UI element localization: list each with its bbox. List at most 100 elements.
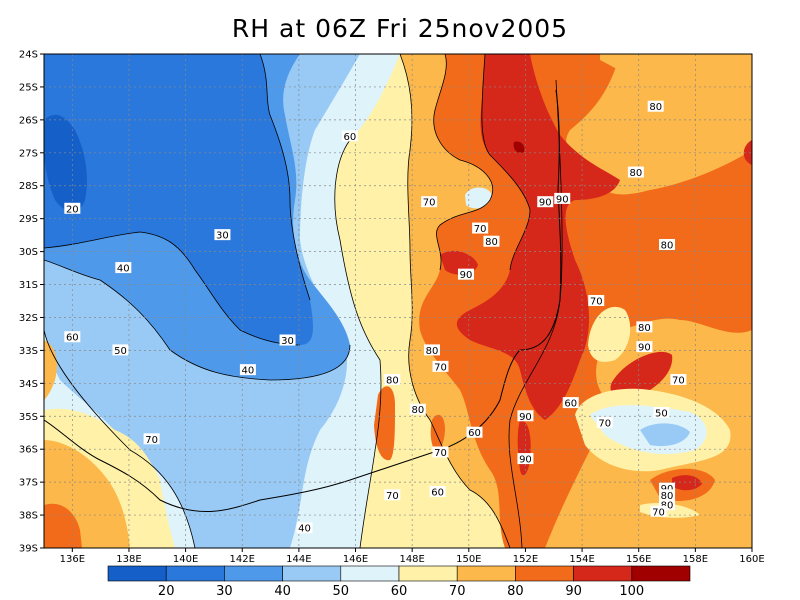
- colorbar-label: 70: [449, 584, 466, 599]
- contour-label-bg: [537, 196, 554, 208]
- contour-label-bg: [647, 100, 664, 112]
- rh-se-90: [610, 351, 673, 400]
- lon-label: 160E: [739, 554, 764, 565]
- grid: [44, 54, 752, 548]
- contour-label: 60: [468, 428, 481, 439]
- contour-label-bg: [659, 499, 676, 511]
- rh-ne-light: [600, 54, 752, 81]
- contour-label-bg: [659, 239, 676, 251]
- contour-label-bg: [457, 268, 474, 280]
- lon-label: 154E: [569, 554, 594, 565]
- lat-label: 25S: [19, 82, 38, 93]
- contour-label-bg: [562, 397, 579, 409]
- contour-label: 80: [386, 376, 399, 387]
- colorbar-label: 100: [619, 584, 644, 599]
- contour-label: 70: [386, 491, 399, 502]
- colorbar-swatch: [282, 565, 342, 582]
- contour-label: 80: [411, 405, 424, 416]
- contour-label-bg: [636, 341, 653, 353]
- contour-label-bg: [653, 406, 670, 418]
- colorbar-label: 60: [391, 584, 408, 599]
- colorbar-swatch: [456, 565, 516, 582]
- map-title: RH at 06Z Fri 25nov2005: [231, 14, 569, 43]
- lon-label: 158E: [683, 554, 708, 565]
- lon-label: 142E: [230, 554, 255, 565]
- contour-label: 90: [638, 343, 651, 354]
- colorbar-swatch: [631, 565, 691, 582]
- contour-label: 90: [539, 198, 552, 209]
- lon-label: 150E: [456, 554, 481, 565]
- contour-label: 50: [655, 408, 668, 419]
- contour-label: 90: [519, 455, 532, 466]
- contour-label-bg: [432, 360, 449, 372]
- contour-label-bg: [517, 453, 534, 465]
- contour-label-bg: [483, 235, 500, 247]
- contour-label: 80: [426, 346, 439, 357]
- lat-label: 32S: [19, 313, 38, 324]
- colorbar-swatch: [107, 565, 167, 582]
- longitude-labels: 136E 138E 140E 142E 144E 146E 148E 150E 152E 154E…: [60, 554, 765, 565]
- contour-label: 30: [281, 336, 294, 347]
- lat-label: 35S: [19, 412, 38, 423]
- contour-label-bg: [423, 344, 440, 356]
- colorbar-label: 30: [216, 584, 233, 599]
- lat-label: 38S: [19, 511, 38, 522]
- lat-label: 29S: [19, 214, 38, 225]
- lat-label: 39S: [19, 544, 38, 555]
- contour-label-bg: [650, 505, 667, 517]
- contour-label-bg: [421, 196, 438, 208]
- contour-label-bg: [112, 344, 129, 356]
- lat-label: 34S: [19, 379, 38, 390]
- lat-label: 27S: [19, 148, 38, 159]
- rh-80-90-streak: [374, 386, 395, 461]
- axis-ticks: [40, 53, 753, 552]
- contour-label-bg: [659, 482, 676, 494]
- colorbar-swatch: [398, 565, 458, 582]
- contour-label: 30: [216, 231, 229, 242]
- contour-label: 50: [114, 346, 127, 357]
- contour-label: 70: [598, 418, 611, 429]
- contour-label-bg: [384, 489, 401, 501]
- rh-se-far-90: [672, 475, 702, 491]
- contour-label-bg: [659, 489, 676, 501]
- contour-label: 90: [519, 412, 532, 423]
- contour-label: 70: [434, 362, 447, 373]
- colorbar: 20 30 40 50 60 70 80 90 100: [107, 565, 691, 599]
- contour-label-bg: [296, 522, 313, 534]
- contour-label-bg: [341, 130, 358, 142]
- contour-label-bg: [214, 229, 231, 241]
- contour-label: 60: [564, 399, 577, 410]
- contour-label: 90: [460, 270, 473, 281]
- contour-label-bg: [670, 374, 687, 386]
- contour-label: 60: [343, 132, 356, 143]
- colorbar-label: 40: [274, 584, 291, 599]
- contour-value-labels: 6070708090909080808070809070607050908080…: [64, 100, 687, 535]
- contour-label-bg: [64, 202, 81, 214]
- contour-label: 70: [590, 297, 603, 308]
- contour-label-bg: [429, 486, 446, 498]
- lon-label: 156E: [626, 554, 651, 565]
- contour-label: 70: [434, 448, 447, 459]
- rh-90-100-core: [456, 54, 620, 420]
- contour-label: 40: [298, 524, 311, 535]
- contour-label: 80: [638, 323, 651, 334]
- lon-label: 136E: [60, 554, 85, 565]
- colorbar-swatch: [515, 565, 574, 582]
- contour-label: 60: [66, 333, 79, 344]
- contour-label: 20: [66, 204, 79, 215]
- contour-label: 40: [117, 264, 130, 275]
- lat-label: 30S: [19, 247, 38, 258]
- contour-label-bg: [554, 192, 571, 204]
- colorbar-label: 90: [565, 584, 582, 599]
- colorbar-swatch: [573, 565, 633, 582]
- rh-below-20-region: [44, 114, 87, 212]
- lat-label: 37S: [19, 478, 38, 489]
- lat-label: 26S: [19, 115, 38, 126]
- contour-lines: [44, 54, 563, 548]
- rh-se-40-50: [640, 423, 690, 447]
- contour-label: 70: [145, 435, 158, 446]
- contour-label: 80: [630, 168, 643, 179]
- contour-label-bg: [472, 222, 489, 234]
- contour-label: 80: [661, 501, 674, 512]
